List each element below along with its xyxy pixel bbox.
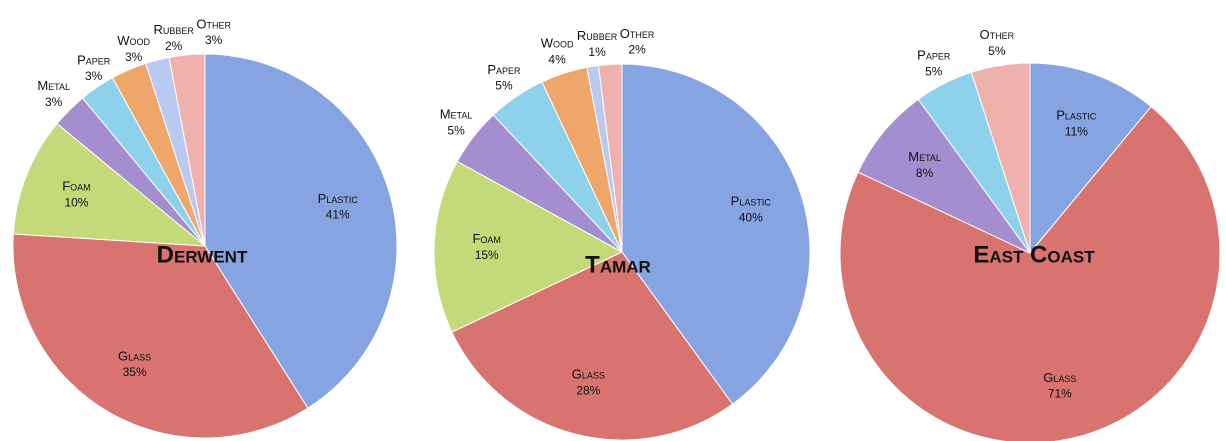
chart-title: East Coast bbox=[973, 241, 1095, 268]
slice-value: 4% bbox=[548, 52, 566, 66]
chart-title: Derwent bbox=[157, 241, 248, 268]
slice-label: Paper bbox=[77, 52, 111, 67]
slice-value: 3% bbox=[85, 69, 103, 83]
slice-value: 11% bbox=[1065, 124, 1088, 138]
pie-slice bbox=[857, 98, 1031, 254]
slice-label: Rubber bbox=[153, 22, 194, 37]
slice-value: 3% bbox=[45, 95, 63, 109]
slice-value: 5% bbox=[447, 123, 465, 137]
slice-label: Plastic bbox=[731, 194, 772, 209]
slice-value: 41% bbox=[326, 208, 350, 222]
slice-value: 35% bbox=[123, 365, 147, 379]
slice-label: Paper bbox=[487, 62, 521, 77]
pie-slice bbox=[621, 63, 811, 405]
pie-slice bbox=[451, 251, 734, 441]
pie-slice bbox=[12, 233, 309, 439]
pie-slice bbox=[839, 105, 1221, 441]
slice-label: Wood bbox=[117, 33, 150, 48]
pie-slice bbox=[168, 53, 206, 247]
slice-label: Metal bbox=[908, 149, 941, 164]
slice-value: 10% bbox=[64, 195, 88, 209]
slice-label: Other bbox=[620, 26, 655, 41]
slice-label: Rubber bbox=[577, 28, 618, 43]
slice-label: Metal bbox=[37, 78, 70, 93]
slice-value: 5% bbox=[925, 64, 943, 78]
pie-slice bbox=[970, 62, 1031, 254]
slice-label: Other bbox=[980, 27, 1015, 42]
slice-label: Glass bbox=[118, 348, 151, 363]
pie-slice bbox=[204, 53, 398, 409]
slice-value: 2% bbox=[165, 39, 183, 53]
slice-label: Paper bbox=[917, 48, 951, 63]
slice-value: 5% bbox=[495, 78, 513, 92]
slice-value: 3% bbox=[205, 33, 223, 47]
slice-value: 1% bbox=[588, 45, 606, 59]
pie-slice bbox=[597, 63, 623, 253]
slice-value: 8% bbox=[916, 166, 934, 180]
slice-value: 3% bbox=[125, 50, 143, 64]
slice-value: 5% bbox=[988, 44, 1006, 58]
chart-title: Tamar bbox=[585, 251, 651, 278]
slice-label: Plastic bbox=[318, 191, 359, 206]
slice-label: Foam bbox=[62, 179, 90, 194]
slice-value: 15% bbox=[475, 248, 499, 262]
slice-value: 71% bbox=[1048, 387, 1072, 401]
slice-label: Other bbox=[196, 16, 231, 31]
slice-value: 28% bbox=[576, 383, 600, 397]
slice-label: Plastic bbox=[1056, 108, 1097, 123]
slice-label: Metal bbox=[440, 107, 473, 122]
slice-value: 2% bbox=[628, 43, 646, 57]
slice-value: 40% bbox=[739, 210, 763, 224]
slice-label: Glass bbox=[1043, 370, 1076, 385]
pie-slice bbox=[1029, 62, 1152, 255]
slice-label: Wood bbox=[541, 36, 574, 51]
slice-label: Foam bbox=[472, 231, 500, 246]
slice-label: Glass bbox=[572, 367, 605, 382]
pie-slice bbox=[433, 160, 624, 333]
pie-slice bbox=[12, 122, 207, 247]
